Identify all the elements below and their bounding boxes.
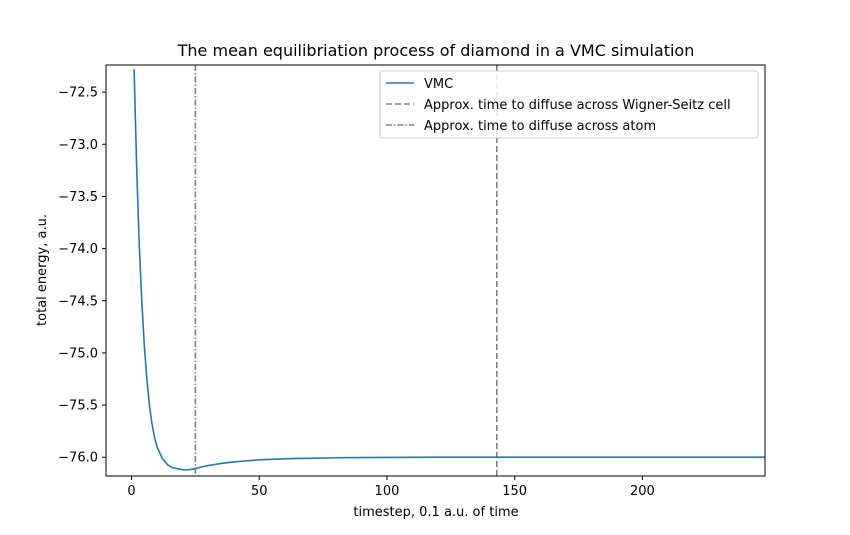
series-line-vmc xyxy=(133,69,765,471)
x-tick-label: 0 xyxy=(127,484,135,499)
legend-label-vmc: VMC xyxy=(424,77,453,92)
x-tick-label: 150 xyxy=(502,484,527,499)
y-tick-label: −74.5 xyxy=(58,294,98,309)
y-tick-label: −73.5 xyxy=(58,190,98,205)
y-tick-label: −76.0 xyxy=(58,451,98,466)
y-tick-label: −74.0 xyxy=(58,242,98,257)
legend-box xyxy=(379,70,759,139)
chart-title: The mean equilibriation process of diamo… xyxy=(177,41,695,60)
legend-label-atom: Approx. time to diffuse across atom xyxy=(424,119,656,134)
series-layer xyxy=(133,69,765,471)
y-tick-label: −72.5 xyxy=(58,86,98,101)
x-tick-label: 200 xyxy=(630,484,655,499)
legend: VMC Approx. time to diffuse across Wigne… xyxy=(379,70,759,139)
x-axis-title: timestep, 0.1 a.u. of time xyxy=(353,505,518,520)
x-axis: 0 50 100 150 200 xyxy=(127,476,655,499)
y-tick-label: −75.5 xyxy=(58,399,98,414)
y-axis-title: total energy, a.u. xyxy=(35,214,50,326)
y-tick-label: −75.0 xyxy=(58,346,98,361)
y-axis: −72.5 −73.0 −73.5 −74.0 −74.5 −75.0 −75.5 −76.0 xyxy=(58,86,106,466)
x-tick-label: 100 xyxy=(375,484,400,499)
x-tick-label: 50 xyxy=(251,484,268,499)
plot-frame xyxy=(105,64,766,477)
legend-label-wigner-seitz: Approx. time to diffuse across Wigner-Se… xyxy=(424,98,731,113)
y-tick-label: −73.0 xyxy=(58,138,98,153)
